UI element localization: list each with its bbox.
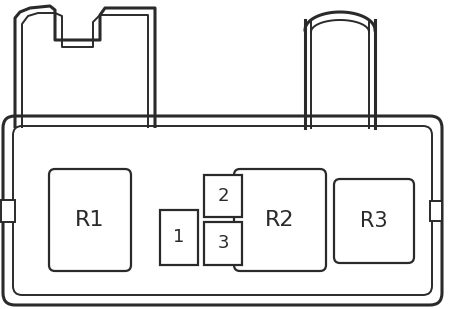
Text: R2: R2 [265, 210, 295, 230]
Text: 1: 1 [173, 228, 184, 247]
Text: 2: 2 [217, 187, 229, 205]
Polygon shape [204, 222, 242, 265]
Text: R3: R3 [360, 211, 388, 231]
Text: R1: R1 [75, 210, 105, 230]
Text: 3: 3 [217, 235, 229, 252]
Polygon shape [204, 175, 242, 217]
Polygon shape [430, 201, 442, 221]
FancyBboxPatch shape [334, 179, 414, 263]
FancyBboxPatch shape [13, 126, 432, 295]
Polygon shape [1, 200, 15, 222]
FancyBboxPatch shape [234, 169, 326, 271]
Polygon shape [160, 210, 198, 265]
FancyBboxPatch shape [49, 169, 131, 271]
FancyBboxPatch shape [3, 116, 442, 305]
